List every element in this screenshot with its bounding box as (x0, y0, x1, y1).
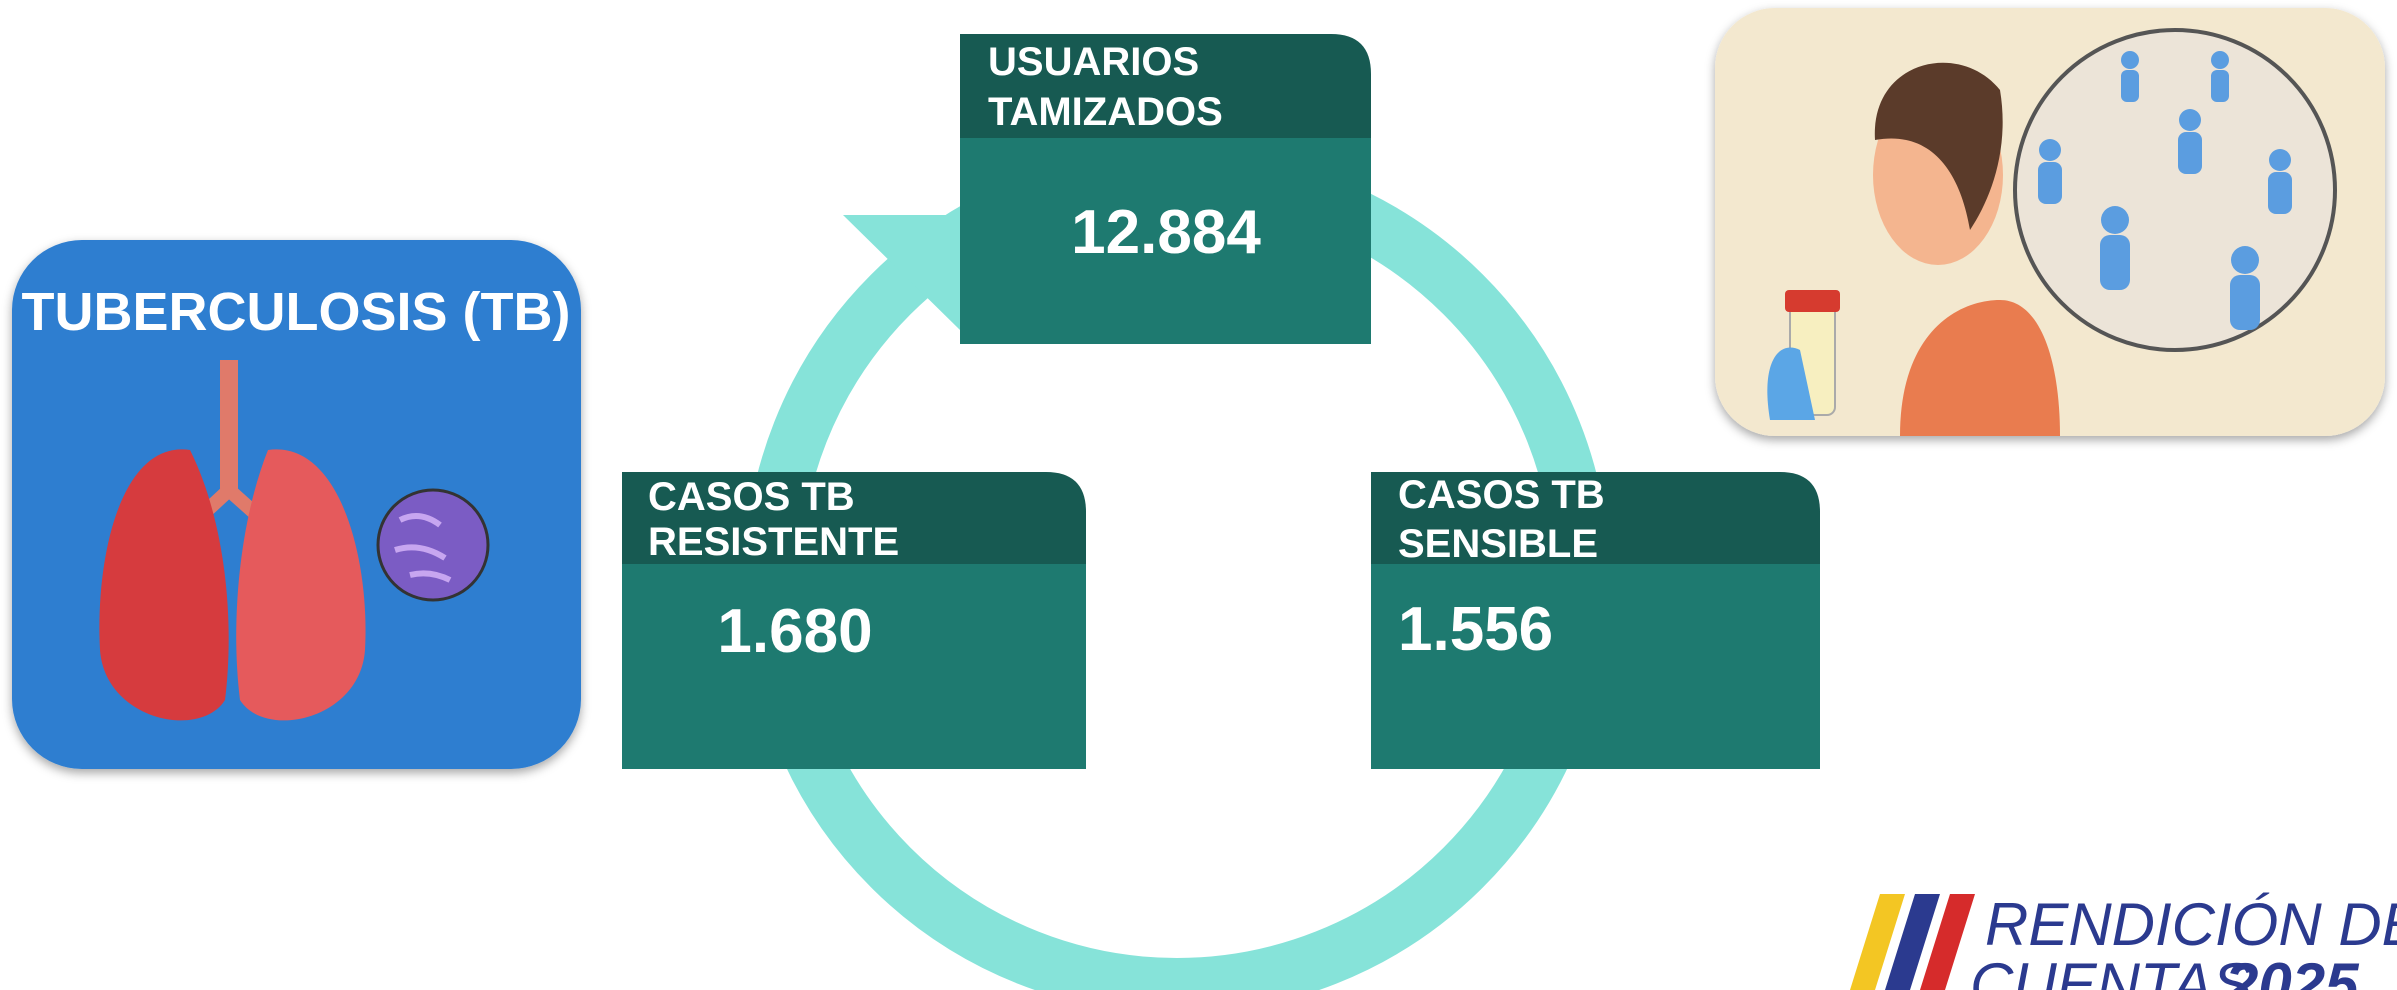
box-header: CASOS TB (1398, 473, 1605, 517)
box-screened: USUARIOS TAMIZADOS 12.884 (960, 34, 1371, 344)
tb-title: TUBERCULOSIS (TB) (22, 282, 571, 342)
box-header: USUARIOS (988, 40, 1199, 84)
box-header: CASOS TB (648, 475, 855, 519)
box-value: 12.884 (1071, 198, 1261, 267)
tb-illustration: TUBERCULOSIS (TB) (12, 240, 581, 769)
box-value: 1.556 (1398, 595, 1553, 664)
box-value: 1.680 (717, 597, 872, 666)
box-resistant: CASOS TB RESISTENTE 1.680 (622, 472, 1086, 769)
cough-illustration (1715, 8, 2385, 436)
logo-year: 2025 (2224, 951, 2360, 990)
box-header: RESISTENTE (648, 520, 899, 564)
box-header: SENSIBLE (1398, 522, 1598, 566)
page: TUBERCULOSIS (TB) USUARIOS TAMIZADOS 12.… (0, 0, 2397, 990)
box-header: TAMIZADOS (988, 90, 1223, 134)
logo-text: RENDICIÓN DE (1985, 891, 2397, 958)
logo: RENDICIÓN DE CUENTAS 2025 (1850, 891, 2397, 990)
box-sensitive: CASOS TB SENSIBLE 1.556 (1371, 472, 1820, 769)
logo-text: CUENTAS (1970, 951, 2252, 990)
